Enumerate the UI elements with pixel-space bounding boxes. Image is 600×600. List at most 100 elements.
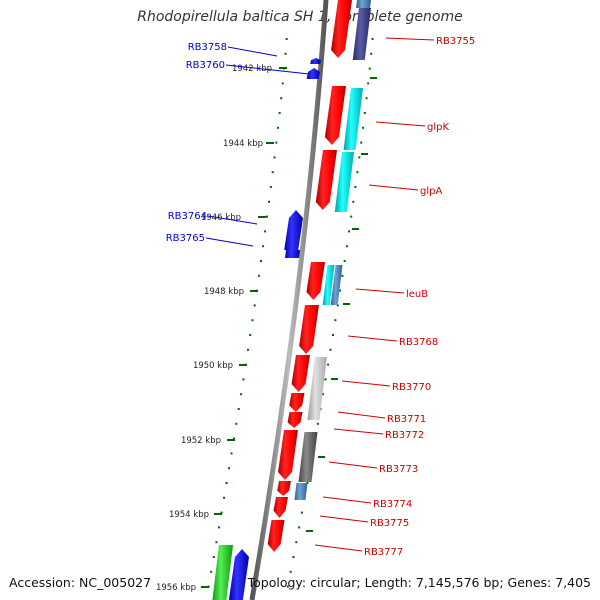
gene-feature-rb3770-ortholog[interactable] [307, 357, 327, 420]
gene-label[interactable]: RB3773 [379, 464, 418, 475]
minor-tick [334, 319, 337, 322]
gene-label[interactable]: RB3764 [168, 211, 207, 222]
gene-label[interactable]: RB3775 [370, 518, 409, 529]
tick-label: 1952 kbp [181, 436, 221, 446]
gene-feature[interactable] [294, 483, 308, 500]
gene-feature-glpk-ortholog[interactable] [343, 88, 363, 150]
gene-feature-rb3768[interactable] [299, 305, 319, 354]
gene-leader-line [314, 544, 363, 552]
gene-feature-leub-ortholog[interactable] [322, 265, 335, 305]
gene-feature-rb3775[interactable] [273, 497, 288, 518]
minor-tick [228, 467, 231, 470]
minor-tick [215, 541, 218, 544]
gene-feature-rb3758[interactable] [310, 58, 321, 64]
gene-feature-rb3770[interactable] [291, 355, 310, 392]
minor-tick [220, 511, 223, 514]
gene-feature-rb3764[interactable] [284, 210, 303, 250]
minor-tick [362, 126, 365, 129]
minor-tick [329, 348, 332, 351]
gene-label[interactable]: RB3771 [387, 414, 426, 425]
gene-feature[interactable] [330, 265, 343, 305]
gene-feature-leub[interactable] [306, 262, 325, 300]
gene-label[interactable]: leuB [406, 289, 428, 300]
minor-tick [207, 585, 210, 588]
gene-label[interactable]: RB3774 [373, 499, 412, 510]
gene-feature-glpk[interactable] [324, 86, 346, 145]
minor-tick [212, 556, 215, 558]
gene-feature-rb3771[interactable] [289, 393, 305, 412]
minor-tick [327, 363, 330, 366]
gene-leader-line [322, 496, 372, 504]
minor-tick [240, 393, 243, 396]
gene-leader-line [207, 215, 258, 225]
tick-label: 1948 kbp [204, 287, 244, 297]
minor-tick [354, 186, 357, 188]
minor-tick [336, 304, 339, 307]
minor-tick [246, 348, 249, 351]
minor-tick [278, 112, 281, 114]
gene-label[interactable]: RB3768 [399, 337, 438, 348]
gene-feature-glpa-ortholog[interactable] [334, 152, 354, 212]
minor-tick [267, 200, 270, 203]
minor-tick [237, 408, 240, 410]
minor-tick [343, 260, 346, 262]
minor-tick [285, 38, 288, 40]
minor-tick [235, 422, 238, 425]
minor-tick [352, 200, 355, 203]
minor-tick [341, 274, 344, 277]
gene-feature-rb3773-ortholog[interactable] [298, 432, 318, 482]
gene-label[interactable]: glpA [420, 186, 442, 197]
minor-tick [271, 171, 274, 174]
gene-leader-line [319, 515, 369, 523]
minor-tick [242, 378, 245, 381]
gene-feature[interactable] [228, 549, 249, 600]
minor-tick [350, 215, 353, 218]
minor-tick [260, 260, 263, 262]
minor-tick [262, 245, 265, 248]
gene-feature-rb3772[interactable] [287, 412, 303, 428]
gene-feature-rb3774[interactable] [277, 481, 291, 496]
tick-label: 1944 kbp [223, 139, 263, 149]
gene-feature[interactable] [212, 545, 233, 600]
minor-tick [283, 67, 286, 70]
minor-tick [345, 245, 348, 248]
gene-feature-rb3760[interactable] [306, 68, 320, 79]
minor-tick [363, 112, 366, 114]
minor-tick [284, 52, 287, 55]
gene-label[interactable]: RB3772 [385, 430, 424, 441]
gene-leader-line [368, 184, 419, 191]
minor-tick [266, 215, 269, 218]
gene-label[interactable]: glpK [427, 122, 449, 133]
gene-feature-rb3777[interactable] [267, 520, 285, 552]
gene-label[interactable]: RB3765 [166, 233, 205, 244]
gene-leader-line [347, 335, 398, 342]
minor-tick [356, 171, 359, 174]
tick-label: 1956 kbp [156, 583, 196, 593]
minor-tick [289, 570, 292, 573]
gene-feature-rb3773[interactable] [278, 430, 298, 480]
gene-feature-rb3755-ortholog[interactable] [352, 8, 371, 60]
minor-tick [264, 230, 267, 233]
gene-feature-rb3765[interactable] [285, 250, 300, 258]
minor-tick [281, 82, 284, 85]
minor-tick [232, 437, 235, 440]
gene-label[interactable]: RB3758 [188, 42, 227, 53]
gene-label[interactable]: RB3760 [186, 60, 225, 71]
minor-tick [360, 141, 363, 144]
gene-label[interactable]: RB3777 [364, 547, 403, 558]
gene-label-layer: RB3758 RB3760 RB3764 RB3765 RB3755 glpK glpA le… [166, 36, 476, 558]
minor-tick [298, 526, 301, 529]
minor-tick [244, 363, 247, 366]
gene-label[interactable]: RB3770 [392, 382, 431, 393]
gene-leader-line [341, 380, 391, 387]
gene-feature-rb3755[interactable] [331, 0, 352, 58]
minor-tick [292, 556, 295, 558]
gene-label[interactable]: RB3755 [436, 36, 475, 47]
gene-feature[interactable] [356, 0, 371, 8]
tick-label: 1954 kbp [169, 510, 209, 520]
minor-tick [300, 511, 303, 514]
summary-label: Topology: circular; Length: 7,145,576 bp… [247, 575, 591, 590]
minor-tick [286, 585, 289, 588]
gene-feature-glpa[interactable] [315, 150, 337, 210]
